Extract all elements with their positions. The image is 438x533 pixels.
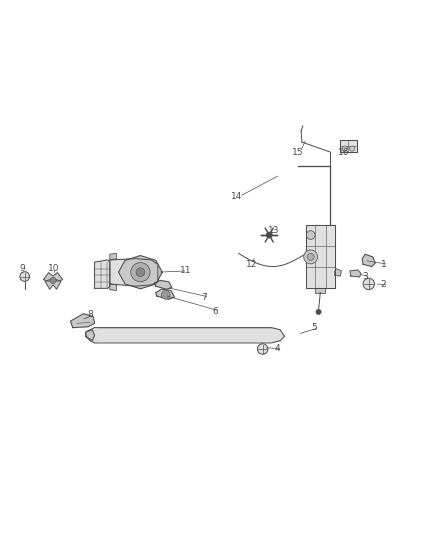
Polygon shape: [86, 328, 285, 343]
Polygon shape: [154, 280, 172, 289]
Text: 7: 7: [201, 293, 207, 302]
Polygon shape: [350, 270, 361, 277]
Polygon shape: [155, 289, 174, 299]
Circle shape: [342, 146, 347, 151]
Text: 11: 11: [180, 266, 191, 276]
Polygon shape: [306, 225, 335, 288]
Text: 13: 13: [268, 226, 279, 235]
Polygon shape: [95, 260, 110, 288]
Text: 16: 16: [338, 148, 350, 157]
Circle shape: [306, 231, 315, 239]
Text: 12: 12: [246, 260, 258, 269]
Polygon shape: [362, 254, 375, 266]
Circle shape: [131, 263, 150, 282]
Text: 9: 9: [19, 264, 25, 273]
Text: 14: 14: [231, 192, 243, 201]
Text: 3: 3: [362, 272, 368, 281]
Circle shape: [307, 253, 314, 261]
Polygon shape: [110, 259, 158, 286]
Polygon shape: [71, 313, 95, 328]
Circle shape: [266, 232, 272, 238]
Polygon shape: [110, 284, 117, 290]
Circle shape: [350, 146, 355, 151]
Circle shape: [136, 268, 145, 277]
Polygon shape: [119, 256, 162, 289]
Polygon shape: [110, 253, 117, 260]
Text: 1: 1: [381, 260, 386, 269]
Circle shape: [20, 272, 29, 281]
Text: 10: 10: [48, 264, 59, 273]
Circle shape: [50, 277, 56, 284]
Polygon shape: [340, 140, 357, 152]
Polygon shape: [43, 272, 63, 281]
Text: 8: 8: [87, 310, 93, 319]
Circle shape: [316, 309, 321, 314]
Circle shape: [363, 278, 374, 289]
Text: 2: 2: [381, 280, 386, 289]
Polygon shape: [86, 330, 95, 341]
Text: 4: 4: [275, 344, 280, 353]
Circle shape: [304, 250, 318, 264]
Text: 15: 15: [292, 148, 304, 157]
Text: 5: 5: [311, 323, 317, 332]
Text: 6: 6: [212, 306, 218, 316]
Polygon shape: [315, 288, 325, 293]
Circle shape: [161, 290, 170, 299]
Circle shape: [258, 344, 268, 354]
Polygon shape: [45, 280, 61, 289]
Polygon shape: [335, 269, 341, 276]
